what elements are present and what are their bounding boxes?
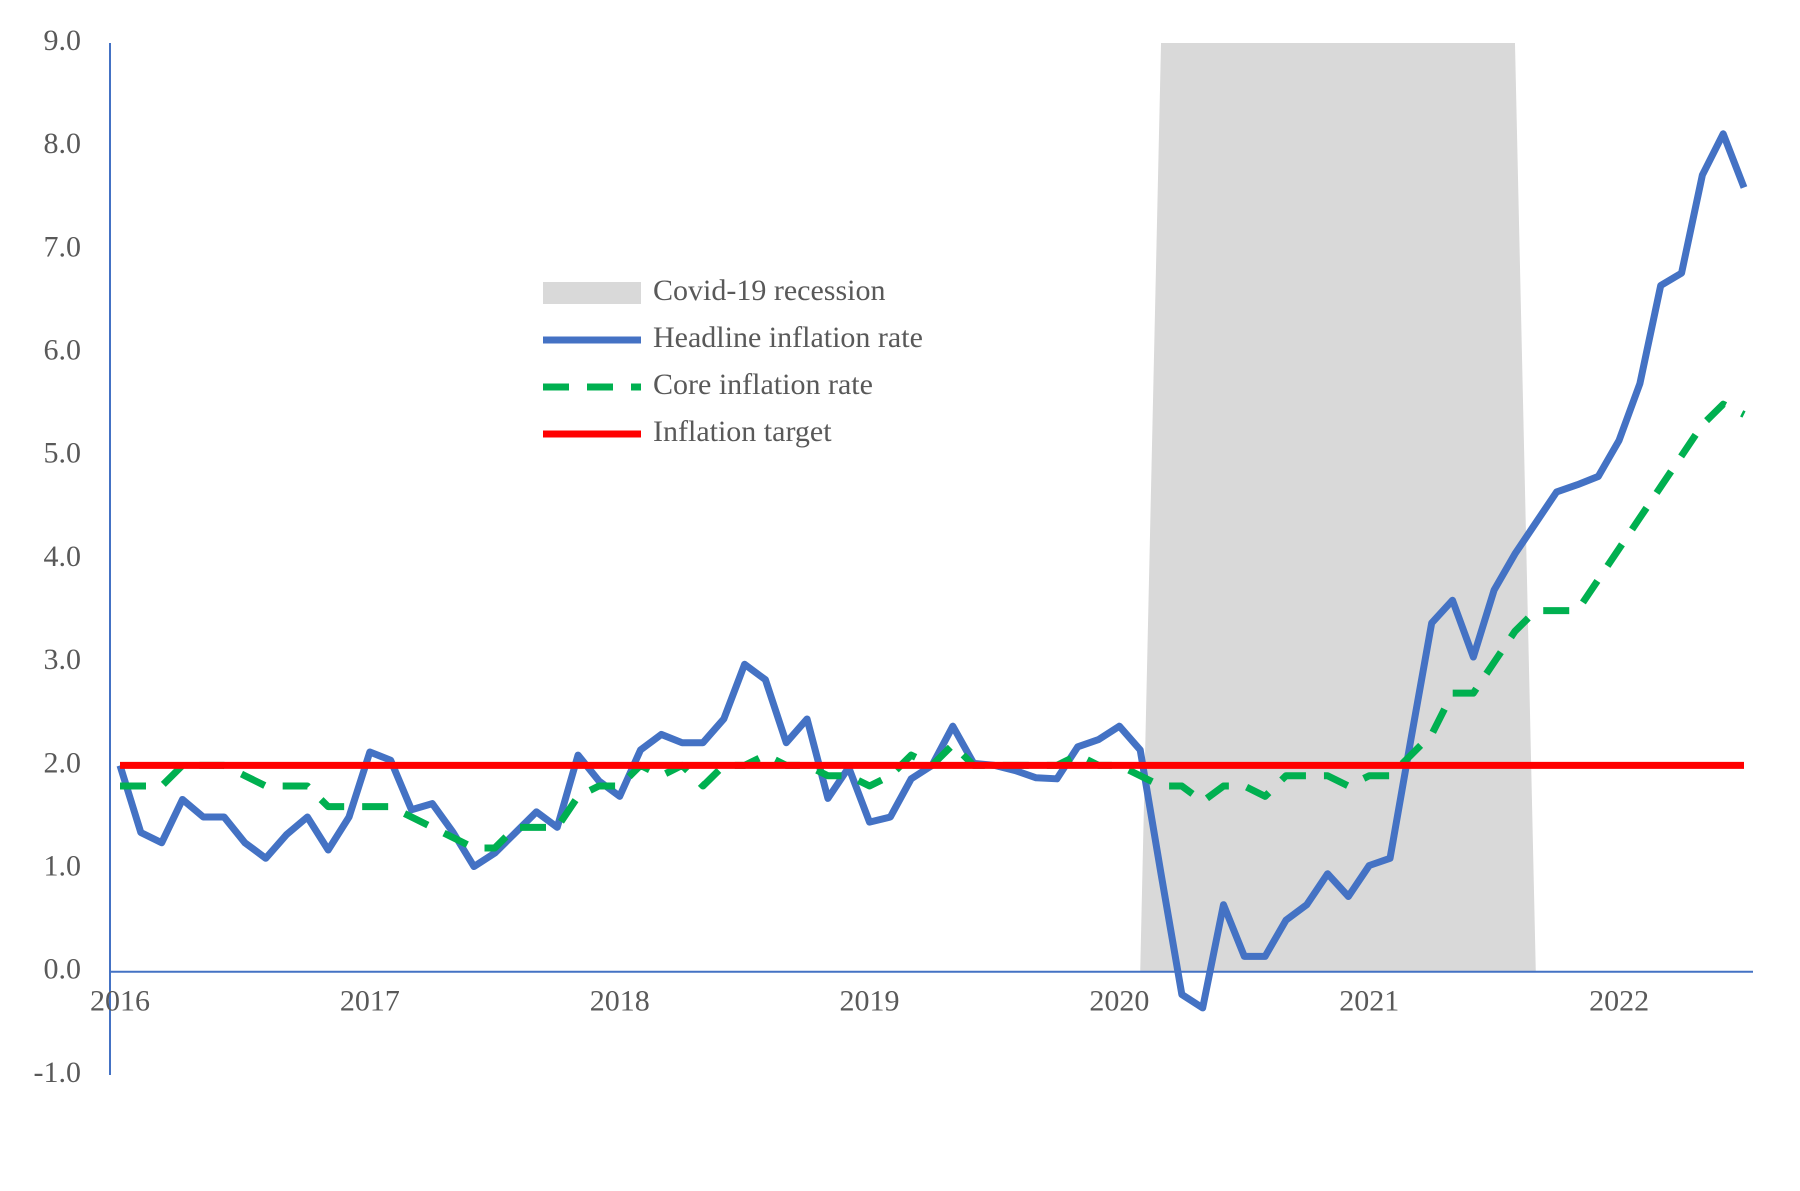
axes: -1.0 0.0 1.0 2.0 3.0 4.0 5.0 6.0 7.0 8.0 9.0 2016 20…: [34, 24, 1753, 1089]
y-tick-label: 9.0: [44, 24, 82, 57]
y-tick-label: 3.0: [44, 643, 82, 676]
y-tick-label: 2.0: [44, 746, 82, 779]
legend-label: Headline inflation rate: [653, 321, 923, 354]
area: [120, 43, 1744, 972]
x-tick-label: 2017: [340, 985, 400, 1018]
x-tick-label: 2021: [1339, 985, 1399, 1018]
x-tick-label: 2018: [590, 985, 650, 1018]
y-tick-label: 5.0: [44, 437, 82, 470]
y-tick-label: 1.0: [44, 849, 82, 882]
legend-label: Covid-19 recession: [653, 274, 885, 307]
x-tick-label: 2020: [1089, 985, 1149, 1018]
legend-label: Inflation target: [653, 415, 832, 448]
x-tick-label: 2022: [1589, 985, 1649, 1018]
y-tick-label: 4.0: [44, 540, 82, 573]
legend-label: Core inflation rate: [653, 368, 873, 401]
legend-swatch: [543, 282, 641, 304]
y-tick-label: 7.0: [44, 230, 82, 263]
y-tick-label: -1.0: [34, 1056, 82, 1089]
x-tick-label: 2016: [90, 985, 150, 1018]
y-tick-label: 8.0: [44, 127, 82, 160]
y-tick-label: 6.0: [44, 333, 82, 366]
y-tick-label: 0.0: [44, 953, 82, 986]
plot-area: [116, 43, 1748, 1012]
x-tick-label: 2019: [840, 985, 900, 1018]
